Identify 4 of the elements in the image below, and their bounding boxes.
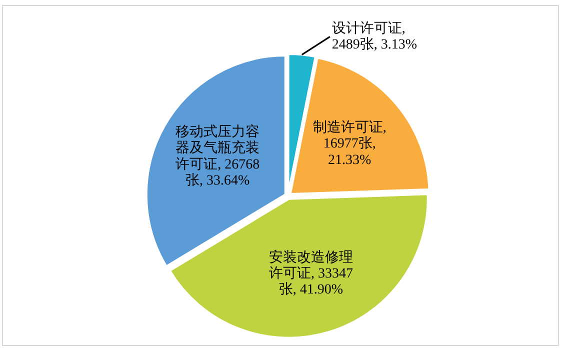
slice-label: 设计许可证, 2489张, 3.13% [332,20,418,52]
slice-label: 移动式压力容器及气瓶充装许可证, 26768张, 33.64% [176,124,260,188]
slice-label: 安装改造修理许可证, 33347张, 41.90% [268,248,353,298]
slice-label: 制造许可证, 16977张, 21.33% [312,119,386,168]
